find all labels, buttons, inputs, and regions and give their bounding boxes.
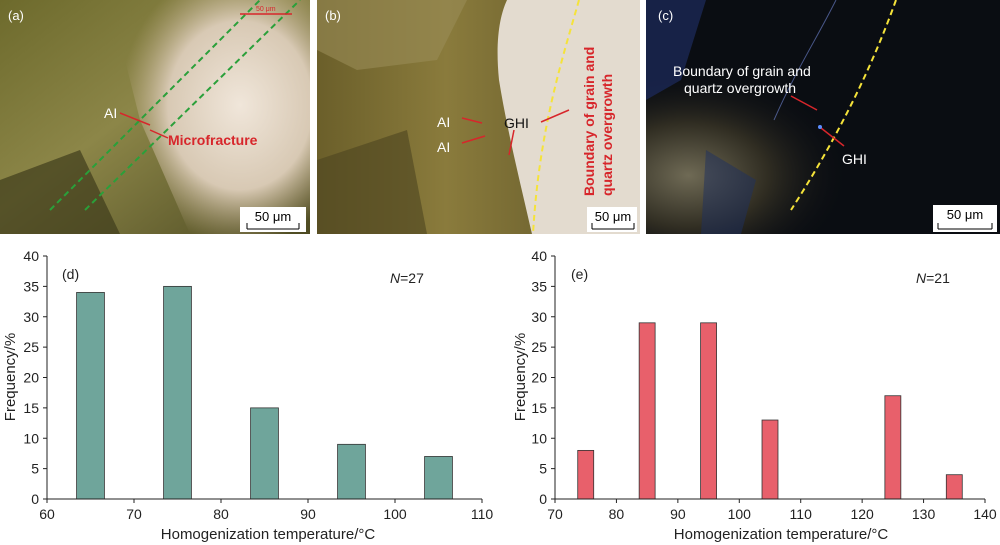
histogram-e-n-annotation: N=21 bbox=[916, 270, 950, 286]
histogram-e-ytick-label-0: 0 bbox=[539, 491, 547, 507]
histogram-d-ytick-label-25: 25 bbox=[23, 339, 39, 355]
micrograph-a: (a) AI Microfracture 50 μm 50 μm bbox=[0, 0, 310, 234]
histogram-d-ytick-label-35: 35 bbox=[23, 278, 39, 294]
histogram-e-bar-135 bbox=[945, 474, 963, 500]
micrograph-a-red-scale: 50 μm bbox=[256, 6, 276, 13]
micrograph-b-scale-bar: 50 μm bbox=[595, 209, 631, 224]
histogram-e-bar-125 bbox=[884, 395, 902, 500]
histogram-d-xtick-label-100: 100 bbox=[383, 506, 407, 522]
micrograph-c-boundary-label-1: Boundary of grain and bbox=[673, 63, 811, 79]
histogram-e-ytick-label-15: 15 bbox=[531, 400, 547, 416]
histogram-d-ytick-label-40: 40 bbox=[23, 248, 39, 264]
micrograph-b-label: (b) bbox=[325, 8, 341, 23]
histogram-e-xtick-label-110: 110 bbox=[790, 506, 813, 522]
micrograph-c-scale-bar: 50 μm bbox=[947, 207, 983, 222]
histogram-d-ytick-label-20: 20 bbox=[23, 370, 39, 386]
histogram-e-xtick-label-130: 130 bbox=[912, 506, 936, 522]
histogram-e-ytick-label-5: 5 bbox=[539, 461, 547, 477]
micrograph-c-ghi-label: GHI bbox=[842, 151, 867, 167]
histogram-e-xtick-label-90: 90 bbox=[670, 506, 686, 522]
micrograph-b: (b) AI AI GHI Boundary of grain and quar… bbox=[317, 0, 640, 234]
histogram-d-xtick-label-110: 110 bbox=[471, 506, 494, 522]
micrograph-b-boundary-label-2: quartz overgrowth bbox=[599, 74, 615, 196]
micrograph-c-label: (c) bbox=[658, 8, 673, 23]
micrograph-c-boundary-label-2: quartz overgrowth bbox=[684, 80, 796, 96]
micrograph-b-ai-label-1: AI bbox=[437, 114, 450, 130]
histogram-d-n-annotation: N=27 bbox=[390, 270, 424, 286]
histogram-e-xtick-label-70: 70 bbox=[547, 506, 563, 522]
micrograph-b-ghi-label: GHI bbox=[504, 115, 529, 131]
micrograph-c: (c) Boundary of grain and quartz overgro… bbox=[646, 0, 1000, 234]
histogram-e-n-prefix: N bbox=[916, 270, 927, 286]
histogram-d-ytick-label-5: 5 bbox=[31, 461, 39, 477]
histogram-d-bar-95 bbox=[337, 443, 366, 500]
histogram-d-xlabel: Homogenization temperature/°C bbox=[161, 526, 376, 543]
histogram-d-bar-105 bbox=[424, 456, 453, 500]
histogram-d-panel-label: (d) bbox=[62, 266, 79, 282]
histogram-d: 60 70 80 90 100 110 0 5 10 15 20 25 30 35 40 (d) N=27 … bbox=[0, 245, 500, 545]
histogram-d-ytick-label-10: 10 bbox=[23, 430, 39, 446]
histogram-e-xtick-label-120: 120 bbox=[850, 506, 874, 522]
histogram-e-svg: 70 80 90 100 110 120 130 140 0 5 10 15 20 25 30 35 40 (e… bbox=[512, 248, 997, 543]
histogram-d-ytick-label-15: 15 bbox=[23, 400, 39, 416]
histogram-d-ytick-label-30: 30 bbox=[23, 309, 39, 325]
micrograph-a-microfracture-label: Microfracture bbox=[168, 132, 258, 148]
histogram-d-xtick-label-70: 70 bbox=[126, 506, 142, 522]
micrograph-b-boundary-label-1: Boundary of grain and bbox=[581, 47, 597, 196]
histogram-d-xtick-label-60: 60 bbox=[39, 506, 55, 522]
histogram-e-ytick-label-20: 20 bbox=[531, 370, 547, 386]
histogram-e-ytick-label-30: 30 bbox=[531, 309, 547, 325]
micrograph-a-scale-bar: 50 μm bbox=[255, 209, 291, 224]
histogram-e-bar-85 bbox=[638, 322, 656, 500]
histogram-e-xlabel: Homogenization temperature/°C bbox=[674, 526, 889, 543]
micrograph-b-ai-label-2: AI bbox=[437, 139, 450, 155]
micrograph-a-ai-label: AI bbox=[104, 105, 117, 121]
histogram-d-bar-65 bbox=[76, 292, 105, 500]
histogram-d-n-value: =27 bbox=[400, 270, 424, 286]
histogram-e-bar-95 bbox=[700, 322, 717, 500]
histogram-e-bar-105 bbox=[761, 419, 779, 500]
histogram-d-xtick-label-90: 90 bbox=[300, 506, 316, 522]
histogram-d-ytick-label-0: 0 bbox=[31, 491, 39, 507]
histogram-e: 70 80 90 100 110 120 130 140 0 5 10 15 20 25 30 35 40 (e… bbox=[500, 245, 1000, 545]
micrograph-a-label: (a) bbox=[8, 8, 24, 23]
histogram-e-xtick-label-80: 80 bbox=[609, 506, 625, 522]
histogram-e-ylabel: Frequency/% bbox=[512, 333, 529, 421]
histogram-e-n-value: =21 bbox=[926, 270, 950, 286]
histogram-e-ytick-label-25: 25 bbox=[531, 339, 547, 355]
histogram-e-xtick-label-100: 100 bbox=[728, 506, 752, 522]
histogram-d-bar-75 bbox=[163, 285, 192, 500]
histogram-d-xtick-label-80: 80 bbox=[213, 506, 229, 522]
histogram-d-n-prefix: N bbox=[390, 270, 401, 286]
histogram-e-panel-label: (e) bbox=[571, 266, 588, 282]
histogram-e-ytick-label-40: 40 bbox=[531, 248, 547, 264]
histogram-d-bar-85 bbox=[250, 407, 279, 500]
histogram-e-xtick-label-140: 140 bbox=[973, 506, 997, 522]
histogram-e-ytick-label-10: 10 bbox=[531, 430, 547, 446]
histogram-e-ytick-label-35: 35 bbox=[531, 278, 547, 294]
histogram-e-bar-75 bbox=[577, 449, 595, 500]
histogram-d-ylabel: Frequency/% bbox=[2, 333, 19, 421]
